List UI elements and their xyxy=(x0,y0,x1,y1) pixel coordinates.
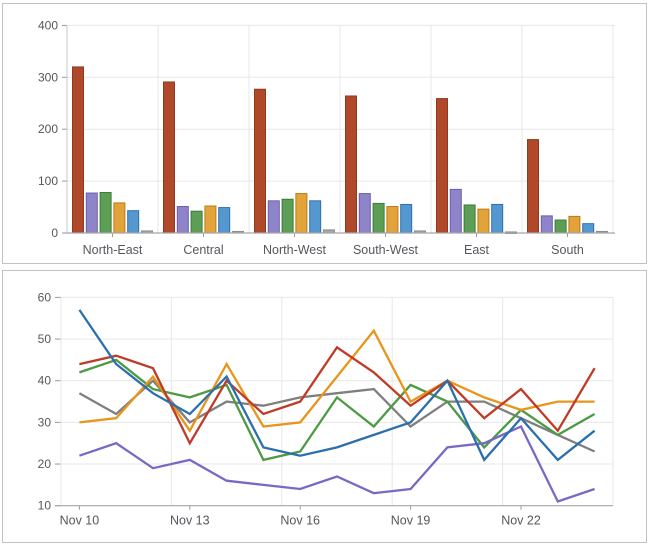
bar-series-red-south-west[interactable] xyxy=(345,95,357,234)
bar-series-orange-south[interactable] xyxy=(568,215,581,234)
bar-series-blue-east[interactable] xyxy=(491,203,504,234)
bar-series-green-north-east[interactable] xyxy=(99,192,112,234)
bar-series-purple-south-west[interactable] xyxy=(358,193,371,234)
y-tick-label: 30 xyxy=(38,415,52,429)
x-tick-label: Nov 22 xyxy=(501,514,541,528)
y-tick-label: 10 xyxy=(38,499,52,513)
bar-series-blue-south-west[interactable] xyxy=(400,203,413,234)
bar-series-red-north-east[interactable] xyxy=(72,66,84,234)
bar-series-green-south[interactable] xyxy=(554,219,567,234)
category-label-south: South xyxy=(551,243,584,257)
bar-series-green-east[interactable] xyxy=(463,204,476,234)
bar-series-red-central[interactable] xyxy=(163,81,175,234)
bar-series-blue-south[interactable] xyxy=(582,223,595,234)
bar-series-purple-north-west[interactable] xyxy=(267,200,280,234)
y-tick-label: 50 xyxy=(38,332,52,346)
y-tick-label: 200 xyxy=(38,122,58,136)
y-tick-label: 40 xyxy=(38,374,52,388)
category-label-south-west: South-West xyxy=(353,243,419,257)
bar-series-orange-south-west[interactable] xyxy=(386,206,399,234)
y-tick-label: 20 xyxy=(38,457,52,471)
grouped-bar-chart: 0 100 200 300 400 North-East Central North-West… xyxy=(38,18,615,257)
category-label-north-east: North-East xyxy=(83,243,143,257)
line-blue[interactable] xyxy=(78,309,596,462)
bar-series-purple-north-east[interactable] xyxy=(85,192,98,234)
bar-series-purple-central[interactable] xyxy=(176,206,189,234)
multi-series-line-chart: 10 20 30 40 50 60 Nov 10 Nov 13 Nov 16 Nov 19 Nov … xyxy=(38,290,614,528)
y-tick-label: 400 xyxy=(38,18,58,32)
line-chart-panel: 10 20 30 40 50 60 Nov 10 Nov 13 Nov 16 Nov 19 Nov … xyxy=(2,270,647,543)
bar-series-blue-north-east[interactable] xyxy=(127,210,140,234)
category-label-north-west: North-West xyxy=(263,243,327,257)
bar-series-purple-east[interactable] xyxy=(449,188,462,234)
bar-series-green-north-west[interactable] xyxy=(281,198,294,234)
bar-series-orange-north-west[interactable] xyxy=(295,193,308,234)
bar-series-orange-central[interactable] xyxy=(204,205,217,234)
bar-series-red-east[interactable] xyxy=(436,98,448,234)
x-tick-label: Nov 19 xyxy=(391,514,431,528)
category-label-east: East xyxy=(464,243,490,257)
category-label-central: Central xyxy=(183,243,223,257)
y-tick-label: 300 xyxy=(38,70,58,84)
bar-series-orange-east[interactable] xyxy=(477,208,490,234)
bar-series-green-central[interactable] xyxy=(190,210,203,234)
bar-series-red-south[interactable] xyxy=(527,139,539,234)
bar-series-blue-north-west[interactable] xyxy=(309,200,322,234)
bar-series-purple-south[interactable] xyxy=(540,215,553,234)
x-tick-label: Nov 16 xyxy=(280,514,320,528)
bar-series-red-north-west[interactable] xyxy=(254,88,266,234)
bar-chart-panel: 0 100 200 300 400 North-East Central North-West… xyxy=(2,3,647,264)
x-tick-label: Nov 10 xyxy=(60,514,100,528)
bar-series-green-south-west[interactable] xyxy=(372,202,385,234)
y-tick-label: 0 xyxy=(51,226,58,240)
bar-series-blue-central[interactable] xyxy=(218,207,231,234)
bar-series-orange-north-east[interactable] xyxy=(113,202,126,234)
x-tick-label: Nov 13 xyxy=(170,514,210,528)
y-tick-label: 60 xyxy=(38,290,52,304)
line-red[interactable] xyxy=(79,345,596,446)
y-tick-label: 100 xyxy=(38,174,58,188)
